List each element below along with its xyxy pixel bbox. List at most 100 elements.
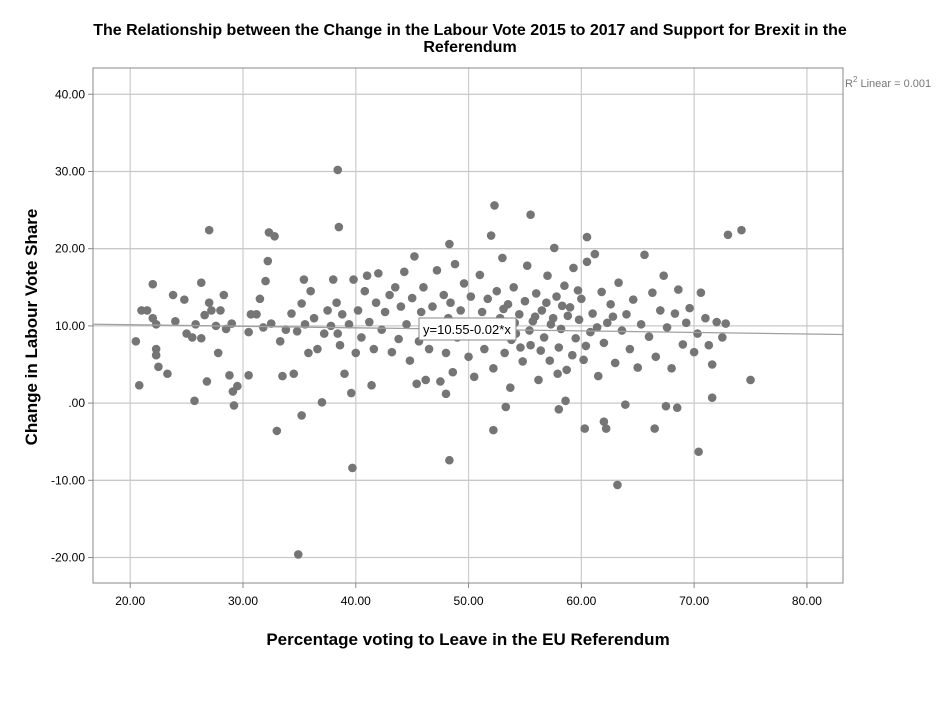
- data-point: [536, 346, 546, 355]
- data-point: [323, 306, 332, 315]
- data-point: [270, 232, 279, 241]
- data-point: [569, 263, 578, 273]
- data-point: [380, 307, 390, 317]
- y-axis-label: Change in Labour Vote Share: [22, 209, 41, 446]
- data-point: [526, 340, 535, 350]
- data-point: [694, 447, 703, 457]
- r2-value: Linear = 0.001: [857, 78, 931, 90]
- data-point: [131, 337, 141, 346]
- data-point: [574, 315, 584, 325]
- data-point: [633, 363, 643, 372]
- data-point: [252, 310, 261, 319]
- data-point: [520, 296, 530, 306]
- data-point: [304, 348, 313, 358]
- data-point: [335, 340, 345, 350]
- data-point: [610, 358, 620, 368]
- data-point: [326, 321, 336, 331]
- data-point: [489, 425, 498, 435]
- equation-label-box: [418, 317, 517, 341]
- data-point: [718, 333, 727, 342]
- data-point: [597, 287, 606, 297]
- data-point: [554, 404, 564, 414]
- data-point: [292, 326, 302, 336]
- chart-title-line-1: The Relationship between the Change in t…: [93, 22, 847, 39]
- data-point: [586, 327, 595, 337]
- data-point: [289, 369, 299, 379]
- data-point: [628, 295, 638, 304]
- data-point: [648, 288, 657, 297]
- x-tick-label: 30.00: [228, 594, 258, 608]
- data-point: [297, 299, 306, 308]
- data-point: [662, 323, 672, 332]
- data-point: [466, 292, 476, 301]
- data-point: [196, 278, 206, 287]
- data-point: [593, 371, 603, 381]
- data-point: [542, 298, 551, 308]
- data-point: [556, 324, 566, 334]
- data-point: [309, 313, 319, 323]
- data-point: [581, 341, 591, 351]
- data-point: [599, 417, 609, 426]
- data-point: [678, 340, 688, 349]
- data-point: [464, 352, 473, 362]
- data-point: [650, 424, 659, 433]
- r2-superscript: 2: [853, 75, 858, 84]
- data-point: [367, 381, 376, 390]
- data-point: [225, 371, 234, 380]
- data-point: [531, 289, 541, 298]
- data-point: [644, 332, 654, 341]
- data-point: [601, 424, 611, 433]
- data-point: [402, 320, 411, 329]
- data-point: [171, 316, 180, 326]
- data-point: [543, 271, 552, 280]
- plot-frame: [92, 67, 844, 584]
- data-point: [255, 294, 265, 304]
- data-point: [357, 333, 366, 342]
- data-point: [553, 369, 562, 379]
- y-tick-label: 30.00: [55, 164, 85, 178]
- x-tick-labels: 20.00 30.00 40.00 50.00 60.00 70.00 80.00: [115, 594, 822, 608]
- data-point: [259, 323, 268, 332]
- data-point: [196, 333, 206, 343]
- data-point: [346, 388, 356, 398]
- data-point: [613, 480, 622, 490]
- data-point: [582, 257, 592, 267]
- data-point: [565, 303, 575, 312]
- data-point: [337, 310, 347, 319]
- data-point: [287, 309, 296, 318]
- y-tick-label: .00: [68, 396, 85, 410]
- data-point: [332, 298, 341, 308]
- x-axis-label: Percentage voting to Leave in the EU Ref…: [266, 630, 669, 649]
- r2-label: R2 Linear = 0.001: [845, 75, 931, 90]
- data-point: [545, 356, 555, 365]
- data-point: [428, 302, 437, 311]
- data-point: [588, 309, 597, 318]
- data-point: [416, 307, 426, 317]
- data-point: [651, 352, 661, 362]
- data-point: [439, 290, 449, 300]
- data-point: [313, 344, 322, 354]
- data-point: [549, 243, 559, 253]
- data-point: [441, 389, 451, 399]
- data-point: [399, 267, 409, 277]
- data-point: [483, 294, 493, 304]
- data-point: [348, 463, 357, 473]
- chart-title-line-2: Referendum: [423, 39, 516, 56]
- data-point: [353, 306, 363, 315]
- data-points: [131, 165, 755, 559]
- data-point: [571, 333, 581, 343]
- data-point: [707, 360, 717, 369]
- data-point: [340, 369, 349, 379]
- x-tick-label: 60.00: [566, 594, 596, 608]
- data-point: [213, 348, 223, 358]
- data-point: [704, 340, 714, 350]
- data-point: [180, 295, 189, 304]
- data-point: [667, 364, 676, 373]
- data-point: [190, 396, 199, 406]
- data-point: [445, 239, 454, 249]
- equation-label: y=10.55-0.02*x: [418, 317, 517, 341]
- data-point: [334, 222, 344, 232]
- data-point: [580, 424, 590, 433]
- data-point: [445, 455, 454, 465]
- data-point: [499, 304, 508, 314]
